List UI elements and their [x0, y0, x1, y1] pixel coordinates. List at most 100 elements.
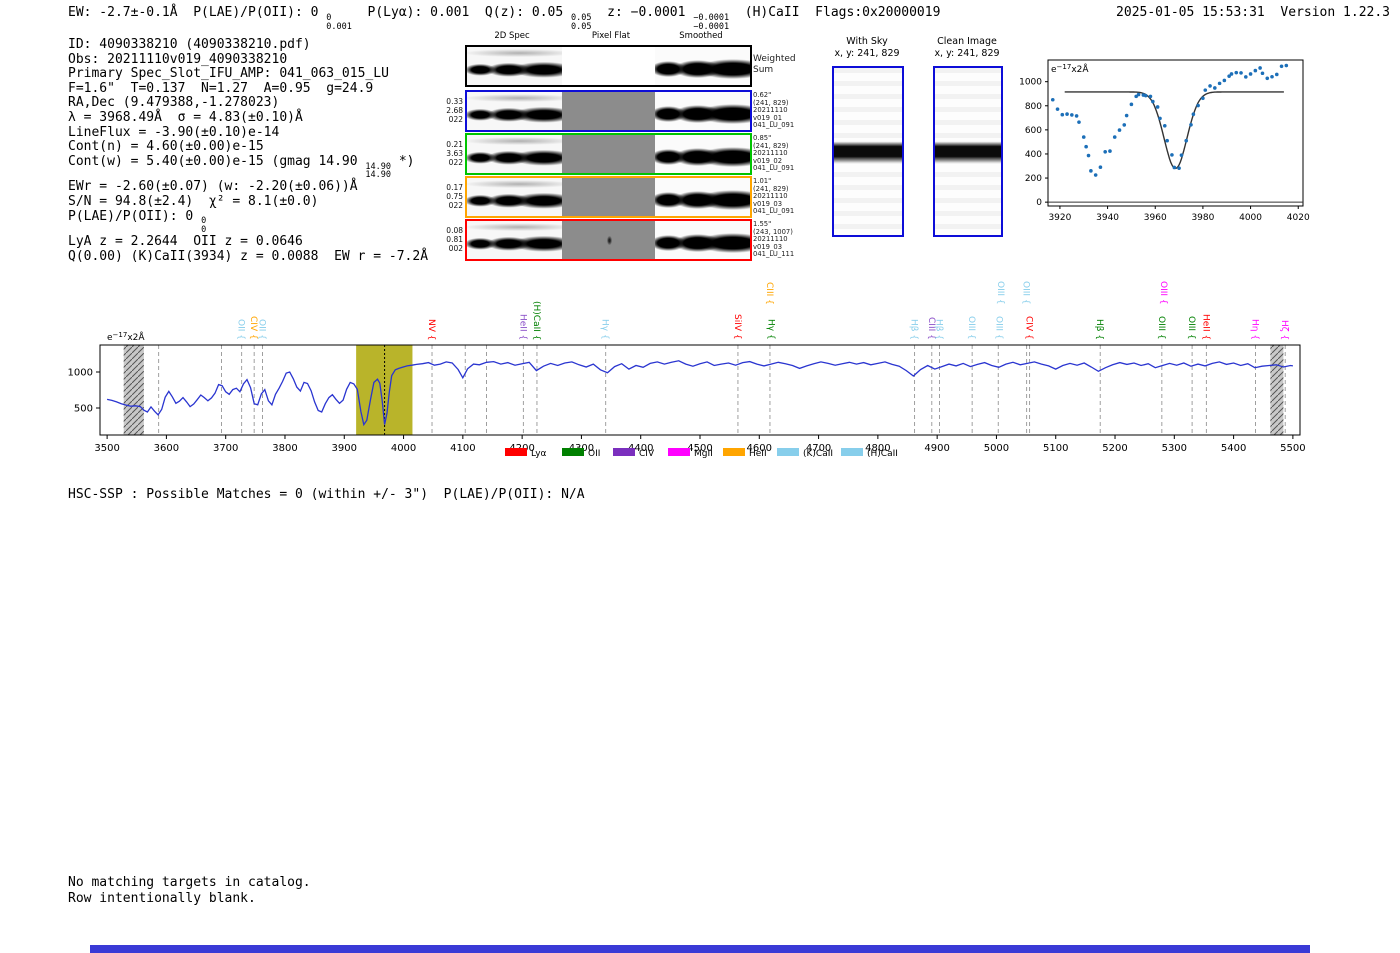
spec2d-image	[467, 92, 562, 130]
super-sub-value: 0.05 0.05	[571, 12, 592, 32]
legend-label: MgII	[694, 449, 713, 459]
full-spectrum-chart: 3500360037003800390040004100420043004400…	[0, 263, 1400, 478]
svg-text:4500: 4500	[687, 443, 712, 454]
report-version: Version 1.22.3	[1280, 5, 1390, 20]
emission-line-label: NV {	[426, 318, 437, 340]
spectrum-data-point	[1158, 116, 1162, 121]
spectrum-data-point	[1184, 138, 1189, 143]
bottom-blue-bar	[90, 945, 1310, 953]
spec2d-row-meta: 1.55" (243, 1007) 20211110 v019_03 041_LU_11…	[753, 220, 795, 259]
emission-line-label: Hγ {	[599, 319, 610, 340]
spectrum-data-point	[1103, 149, 1107, 154]
spectrum-data-point	[1084, 144, 1088, 149]
spectrum-data-point	[1179, 153, 1184, 157]
spec2d-row-meta: 0.62" (241, 829) 20211110 v019_01 041_LU_091	[753, 91, 795, 130]
emission-line-label: (H)CaII {	[530, 300, 541, 341]
spec2d-col-header: 2D Spec	[494, 31, 530, 41]
svg-text:3960: 3960	[1144, 213, 1167, 223]
spectrum-data-point	[1279, 64, 1284, 69]
spectrum-data-point	[1274, 72, 1279, 77]
spectrum-data-point	[1177, 166, 1181, 170]
emission-line-label: CIV {	[1023, 316, 1034, 340]
spectrum-data-point	[1089, 169, 1093, 173]
spectrum-data-point	[1093, 173, 1098, 177]
spectrum-data-point	[1239, 71, 1243, 75]
emission-line-label: OIII {	[995, 281, 1006, 305]
svg-text:3900: 3900	[332, 443, 357, 454]
spec2d-row	[465, 219, 752, 261]
spectrum-data-point	[1227, 74, 1231, 78]
emission-line-label: Hβ {	[1094, 318, 1105, 340]
info-line: Obs: 20211110v019_4090338210	[68, 51, 288, 67]
spectrum-data-point	[1151, 99, 1155, 104]
legend-label: (H)CaII	[867, 449, 898, 459]
info-line: Cont(w) = 5.40(±0.00)e-15 (gmag 14.90 14…	[68, 153, 415, 181]
svg-text:400: 400	[1025, 150, 1042, 160]
spectrum-data-point	[1253, 68, 1258, 73]
svg-text:3940: 3940	[1096, 213, 1119, 223]
spectrum-trace	[106, 360, 1294, 427]
spec2d-row	[465, 176, 752, 218]
legend-swatch	[613, 448, 635, 456]
svg-text:500: 500	[74, 404, 93, 415]
emission-line-label: Hγ {	[765, 319, 776, 340]
info-line: ID: 4090338210 (4090338210.pdf)	[68, 37, 311, 52]
svg-text:3500: 3500	[94, 443, 119, 454]
svg-text:4600: 4600	[747, 443, 772, 454]
spectrum-data-point	[1143, 93, 1148, 98]
emission-line-label: OII {	[256, 319, 267, 340]
spectrum-data-point	[1201, 96, 1205, 101]
spectrum-data-point	[1248, 72, 1253, 76]
clean-image-image	[933, 66, 1003, 237]
spec2d-row-meta: 0.85" (241, 829) 20211110 v019_02 041_LU_091	[753, 134, 795, 173]
emission-line-label: CIII {	[763, 282, 774, 305]
emission-line-label: Hβ {	[908, 318, 919, 340]
spec2d-row-meta: 1.01" (241, 829) 20211110 v019_03 041_LU_091	[753, 177, 795, 216]
svg-text:5500: 5500	[1280, 443, 1305, 454]
spectrum-data-point	[1265, 76, 1270, 81]
spec2d-row-weights: 0.08 0.81 002	[446, 226, 463, 253]
clean-image-title: Clean Image x, y: 241, 829	[934, 36, 1000, 59]
emission-line-label: CIII {	[925, 317, 936, 340]
emission-line-label: OIII {	[1020, 281, 1031, 305]
spec2d-row-meta: Weighted Sum	[753, 54, 796, 75]
spectrum-data-point	[1208, 84, 1212, 88]
svg-text:0: 0	[1036, 198, 1042, 208]
svg-text:1000: 1000	[68, 368, 93, 379]
legend-label: (K)CaII	[803, 449, 833, 459]
smoothed-image	[655, 135, 750, 173]
legend-label: HeII	[749, 449, 767, 459]
spectrum-data-point	[1162, 123, 1167, 128]
pixel-flat-image	[562, 92, 655, 130]
svg-text:4000: 4000	[1239, 213, 1262, 223]
spectrum-data-point	[1284, 63, 1289, 68]
spectrum-data-point	[1270, 74, 1274, 79]
pixel-flat-image	[562, 47, 655, 85]
full-spectrum-svg: 3500360037003800390040004100420043004400…	[68, 331, 1306, 459]
svg-text:5000: 5000	[984, 443, 1009, 454]
emission-line-label: OIII {	[1186, 316, 1197, 340]
emission-line-label: Hη {	[1249, 318, 1260, 340]
svg-text:800: 800	[1025, 102, 1042, 112]
spec2d-col-header: Pixel Flat	[591, 31, 631, 41]
legend-swatch	[668, 448, 690, 456]
info-line: λ = 3968.49Å σ = 4.83(±0.10)Å	[68, 109, 303, 125]
spec2d-image	[467, 135, 562, 173]
emission-line-label: Hζ {	[1279, 319, 1290, 340]
spectrum-data-point	[1165, 138, 1169, 143]
spectrum-data-point	[1077, 120, 1081, 124]
super-sub-value: −0.0001 −0.0001	[693, 12, 730, 32]
legend-label: CIV	[639, 449, 655, 459]
spec2d-image	[467, 178, 562, 216]
info-line: F=1.6" T=0.137 N=1.27 A=0.95 g=24.9	[68, 80, 374, 96]
spec2d-row	[465, 133, 752, 175]
spec2d-image	[467, 47, 562, 85]
info-line: RA,Dec (9.479388,-1.278023)	[68, 95, 280, 111]
legend-swatch	[777, 448, 799, 456]
spectrum-data-point	[1055, 107, 1060, 111]
spectrum-data-point	[1217, 81, 1222, 86]
spectrum-data-point	[1172, 165, 1177, 170]
spectrum-data-point	[1065, 112, 1069, 116]
svg-text:4700: 4700	[806, 443, 831, 454]
spectrum-data-point	[1244, 75, 1248, 79]
